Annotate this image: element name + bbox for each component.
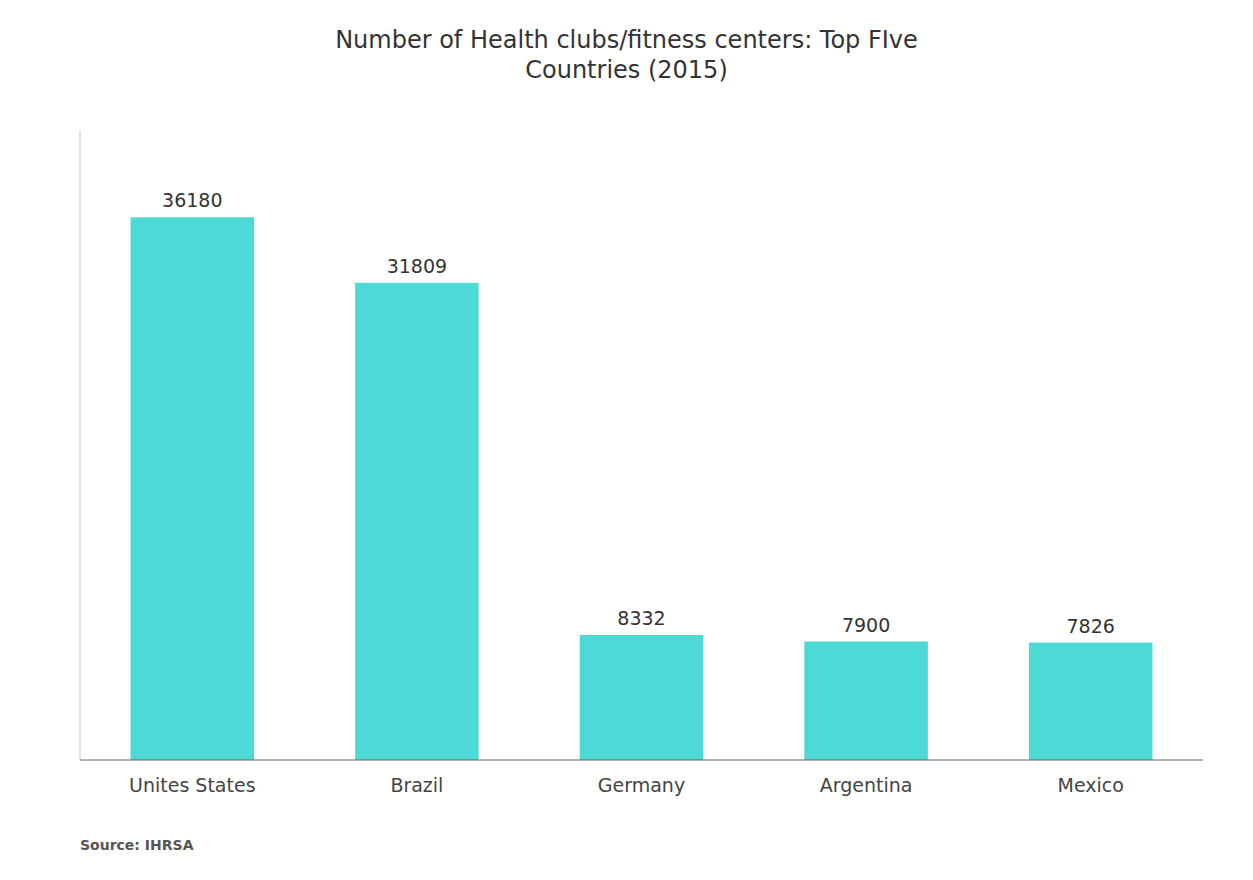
x-axis-line (80, 759, 1203, 760)
x-tick-label: Argentina (820, 774, 913, 796)
bar (580, 635, 704, 760)
data-label: 7900 (842, 614, 890, 636)
bars (131, 217, 1153, 760)
x-tick-label: Germany (598, 774, 685, 796)
bar (131, 217, 255, 760)
chart-title: Number of Health clubs/fitness centers: … (335, 26, 918, 84)
chart-svg: Number of Health clubs/fitness centers: … (0, 0, 1253, 880)
bar (1029, 643, 1153, 760)
data-label: 31809 (387, 255, 447, 277)
data-label: 36180 (162, 189, 222, 211)
bar (355, 283, 479, 760)
x-tick-label: Unites States (129, 774, 256, 796)
chart-container: Number of Health clubs/fitness centers: … (0, 0, 1253, 880)
data-label: 8332 (617, 607, 665, 629)
y-axis-line (80, 130, 81, 760)
x-tick-label: Mexico (1058, 774, 1124, 796)
title-line: Countries (2015) (525, 56, 728, 84)
data-label: 7826 (1067, 615, 1115, 637)
title-line: Number of Health clubs/fitness centers: … (335, 26, 918, 54)
annotation: Source: IHRSA (80, 837, 194, 853)
x-tick-label: Brazil (390, 774, 443, 796)
bar (804, 642, 928, 761)
